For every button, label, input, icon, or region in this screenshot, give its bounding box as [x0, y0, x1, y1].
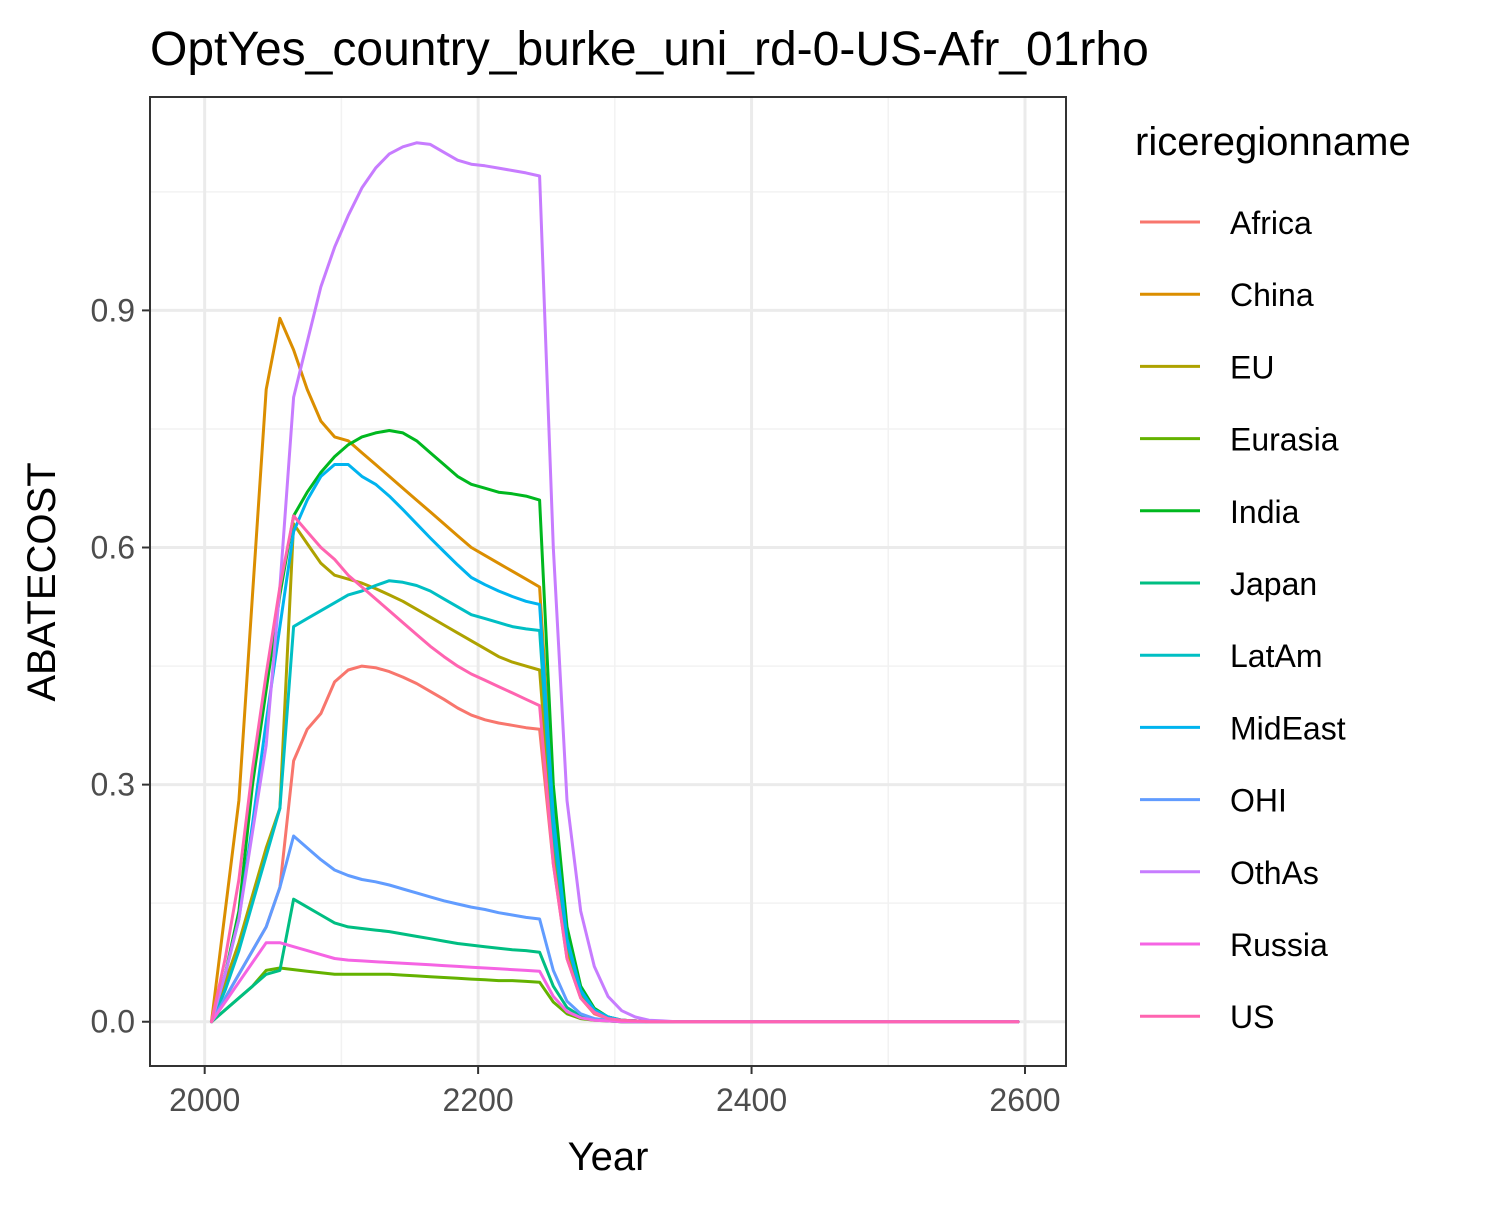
legend-label-us: US	[1230, 999, 1274, 1035]
series-lines	[210, 141, 1020, 1024]
x-axis-label: Year	[568, 1135, 649, 1179]
legend-title: riceregionname	[1135, 120, 1411, 164]
legend-label-ohi: OHI	[1230, 783, 1287, 819]
x-tick-label: 2000	[169, 1082, 240, 1118]
legend-items: Africa China EU Eurasia India Japan LatAm MidEa…	[1140, 205, 1346, 1035]
legend-label-othas: OthAs	[1230, 855, 1319, 891]
y-tick-label: 0.3	[91, 767, 135, 803]
legend-label-japan: Japan	[1230, 566, 1317, 602]
y-tick-label: 0.6	[91, 530, 135, 566]
legend-label-russia: Russia	[1230, 927, 1328, 963]
y-tick-label: 0.0	[91, 1004, 135, 1040]
y-axis: 0.0 0.3 0.6 0.9	[91, 292, 150, 1040]
legend-label-eu: EU	[1230, 349, 1274, 385]
legend-label-africa: Africa	[1230, 205, 1312, 241]
legend: riceregionname Africa China EU Eurasia India…	[1135, 120, 1411, 1035]
x-axis: 2000 2200 2400 2600	[169, 1066, 1061, 1118]
y-axis-label: ABATECOST	[20, 462, 64, 701]
legend-label-eurasia: Eurasia	[1230, 422, 1339, 458]
y-tick-label: 0.9	[91, 292, 135, 328]
legend-label-mideast: MidEast	[1230, 710, 1346, 746]
series-line-us	[210, 514, 1020, 1024]
x-tick-label: 2400	[716, 1082, 787, 1118]
chart-title: OptYes_country_burke_uni_rd-0-US-Afr_01r…	[150, 23, 1149, 76]
panel-border	[149, 96, 1067, 1067]
x-tick-label: 2200	[443, 1082, 514, 1118]
legend-label-india: India	[1230, 494, 1300, 530]
legend-label-latam: LatAm	[1230, 638, 1322, 674]
legend-label-china: China	[1230, 277, 1314, 313]
x-tick-label: 2600	[989, 1082, 1060, 1118]
